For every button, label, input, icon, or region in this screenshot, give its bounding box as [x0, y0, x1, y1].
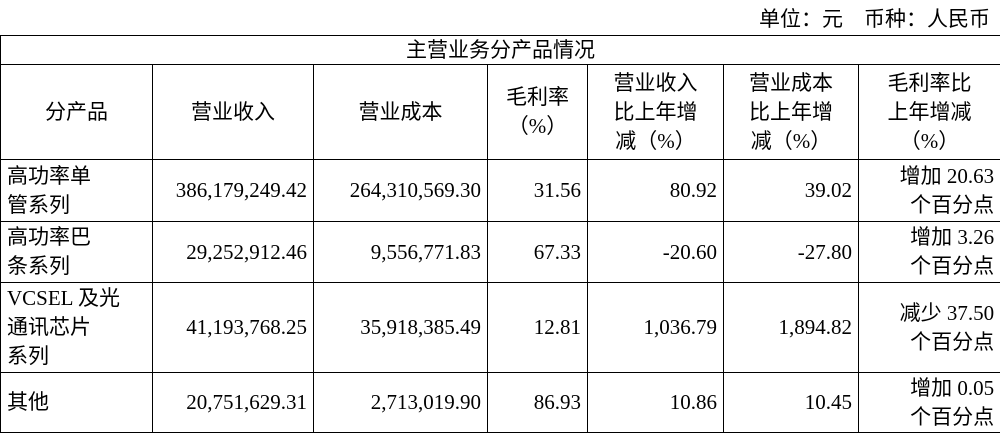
- value-cell: 增加 3.26 个百分点: [857, 221, 1000, 283]
- value-cell-line: 20,751,629.31: [186, 390, 307, 414]
- header-cell-line: （%）: [507, 114, 568, 138]
- header-cell-line: 比上年增: [749, 99, 833, 124]
- value-cell: 9,556,771.83: [313, 221, 488, 283]
- header-cell: 营业收入比上年增减（%）: [587, 64, 724, 160]
- value-cell-line: -20.60: [662, 239, 717, 264]
- product-table: 主营业务分产品情况 分产品 营业收入 营业成本 毛利率 （%） 营业收入 比上年增 减（%）营…: [0, 35, 1000, 433]
- header-cell: 营业成本比上年增减（%）: [723, 64, 859, 160]
- value-cell-line: 个百分点: [910, 192, 995, 217]
- value-cell-line: 减少 37.50: [899, 300, 995, 325]
- value-cell: 67.33: [487, 221, 588, 283]
- header-cell-line: 比上年增: [613, 99, 698, 124]
- value-cell: 80.92: [587, 159, 724, 222]
- product-cell: 高功率巴 条系列: [0, 221, 153, 283]
- value-cell-line: -27.80: [797, 239, 852, 264]
- value-cell: 31.56: [487, 159, 588, 222]
- value-cell-line: 12.81: [533, 315, 581, 339]
- value-cell: 264,310,569.30: [313, 159, 488, 222]
- product-cell-line: 高功率巴: [7, 225, 91, 249]
- value-cell-line: 80.92: [669, 178, 717, 202]
- header-cell-line: （%）: [899, 128, 960, 153]
- value-cell: 1,036.79: [587, 282, 724, 373]
- value-cell-line: 35,918,385.49: [360, 315, 481, 339]
- data-row: VCSEL 及光 通讯芯片系列 41,193,768.25 35,918,385.49…: [0, 282, 1000, 373]
- header-row: 分产品 营业收入 营业成本 毛利率 （%） 营业收入 比上年增 减（%） 营业成本 比上年增 减（%…: [0, 64, 1000, 160]
- header-cell-line: 营业成本: [358, 99, 443, 124]
- table-title: 主营业务分产品情况: [0, 35, 1000, 65]
- header-cell: 营业成本: [313, 64, 488, 160]
- header-cell-line: 减（%）: [750, 128, 832, 153]
- value-cell: 41,193,768.25: [152, 282, 314, 373]
- unit-line: 单位：元 币种：人民币: [759, 7, 990, 31]
- value-cell-line: 86.93: [533, 390, 581, 414]
- value-cell: -20.60: [587, 221, 724, 283]
- header-cell-line: 毛利率比: [887, 70, 972, 95]
- value-cell-line: 个百分点: [910, 404, 995, 429]
- value-cell-line: 10.45: [804, 390, 852, 414]
- value-cell-line: 增加 0.05: [910, 375, 995, 400]
- value-cell: -27.80: [723, 221, 859, 283]
- product-cell-line: 通讯芯片: [7, 315, 91, 339]
- value-cell: 39.02: [723, 159, 859, 222]
- value-cell: 35,918,385.49: [313, 282, 488, 373]
- value-cell-line: 增加 20.63: [899, 163, 995, 188]
- product-cell: 其他: [0, 372, 153, 433]
- product-cell-line: 高功率单: [7, 163, 91, 188]
- product-cell-line: 管系列: [7, 192, 70, 217]
- value-cell-line: 10.86: [669, 390, 717, 414]
- header-cell: 分产品: [0, 64, 153, 160]
- value-cell: 86.93: [487, 372, 588, 433]
- data-row: 高功率单管系列 386,179,249.42 264,310,569.30 31.56…: [0, 159, 1000, 222]
- value-cell: 2,713,019.90: [313, 372, 488, 433]
- data-row: 高功率巴条系列 29,252,912.46 9,556,771.83 67.33 -20…: [0, 221, 1000, 283]
- title-row: 主营业务分产品情况: [0, 35, 1000, 65]
- header-cell-line: 毛利率: [506, 85, 569, 109]
- value-cell-line: 1,894.82: [778, 315, 853, 339]
- value-cell: 20,751,629.31: [152, 372, 314, 433]
- value-cell-line: 41,193,768.25: [186, 315, 307, 339]
- header-cell: 毛利率 （%）: [487, 64, 588, 160]
- value-cell: 增加 20.63 个百分点: [857, 159, 1000, 222]
- value-cell-line: 1,036.79: [643, 315, 718, 339]
- value-cell-line: 个百分点: [910, 329, 995, 354]
- value-cell: 386,179,249.42: [152, 159, 314, 222]
- value-cell-line: 增加 3.26: [910, 225, 995, 249]
- value-cell: 10.86: [587, 372, 724, 433]
- header-cell: 毛利率比上年增减 （%）: [857, 64, 1000, 160]
- header-cell-line: 营业收入: [613, 70, 698, 95]
- product-cell: 高功率单 管系列: [0, 159, 153, 222]
- product-cell-line: 条系列: [7, 254, 70, 278]
- value-cell-line: 67.33: [533, 239, 581, 264]
- value-cell: 29,252,912.46: [152, 221, 314, 283]
- value-cell-line: 31.56: [533, 178, 581, 202]
- value-cell: 减少 37.50 个百分点: [857, 282, 1000, 373]
- value-cell-line: 29,252,912.46: [186, 239, 307, 264]
- data-row: 其他 20,751,629.31 2,713,019.90 86.93 10.86 10.…: [0, 372, 1000, 433]
- value-cell-line: 264,310,569.30: [349, 178, 481, 202]
- product-cell-line: 系列: [7, 344, 49, 368]
- header-cell-line: 营业收入: [191, 99, 275, 124]
- value-cell: 12.81: [487, 282, 588, 373]
- product-cell-line: VCSEL 及光: [7, 286, 120, 310]
- value-cell-line: 个百分点: [910, 254, 995, 278]
- value-cell: 1,894.82: [723, 282, 859, 373]
- product-cell: VCSEL 及光 通讯芯片系列: [0, 282, 153, 373]
- header-cell-line: 上年增减: [887, 99, 972, 124]
- header-cell-line: 营业成本: [749, 70, 833, 95]
- value-cell-line: 386,179,249.42: [175, 178, 307, 202]
- value-cell-line: 39.02: [804, 178, 852, 202]
- value-cell-line: 2,713,019.90: [370, 390, 481, 414]
- product-cell-line: 其他: [7, 390, 49, 414]
- value-cell: 10.45: [723, 372, 859, 433]
- header-cell-line: 减（%）: [615, 128, 696, 153]
- value-cell-line: 9,556,771.83: [370, 239, 481, 264]
- header-cell: 营业收入: [152, 64, 314, 160]
- header-cell-line: 分产品: [45, 99, 108, 124]
- value-cell: 增加 0.05 个百分点: [857, 372, 1000, 433]
